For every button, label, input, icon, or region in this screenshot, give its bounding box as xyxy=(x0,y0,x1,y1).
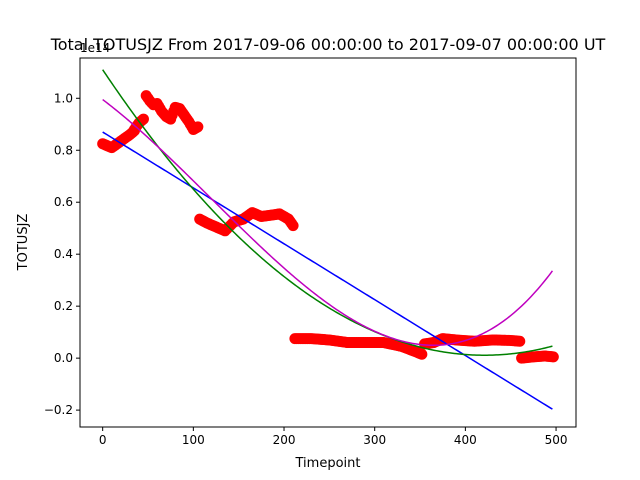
x-axis-label: Timepoint xyxy=(295,456,361,471)
y-tick-label: 0.6 xyxy=(54,195,73,209)
y-tick-label: 0.0 xyxy=(54,351,73,365)
data-point xyxy=(547,351,559,363)
y-axis-label: TOTUSJZ xyxy=(16,214,31,272)
x-tick-label: 400 xyxy=(454,433,477,447)
cubic-fit-line xyxy=(102,98,554,347)
x-tick-label: 300 xyxy=(363,433,386,447)
y-offset-label: 1e14 xyxy=(80,41,110,55)
x-tick-label: 100 xyxy=(182,433,205,447)
x-axis-ticks: 0 100 200 300 400 500 xyxy=(99,427,568,447)
y-tick-label: 0.8 xyxy=(54,143,73,157)
data-point xyxy=(287,220,299,232)
data-point xyxy=(514,335,526,347)
data-point xyxy=(416,348,428,360)
linear-fit-line xyxy=(102,131,553,410)
quadratic-fit-line xyxy=(102,69,553,356)
y-tick-label: 1.0 xyxy=(54,91,73,105)
x-tick-label: 500 xyxy=(545,433,568,447)
fit-lines-layer xyxy=(102,69,554,410)
chart-title: Total TOTUSJZ From 2017-09-06 00:00:00 t… xyxy=(50,35,606,54)
x-tick-label: 200 xyxy=(273,433,296,447)
y-axis-ticks: −0.2 0.0 0.2 0.4 0.6 0.8 1.0 xyxy=(44,91,80,417)
plot-frame xyxy=(79,57,577,428)
y-tick-label: −0.2 xyxy=(44,403,73,417)
x-tick-label: 0 xyxy=(99,433,107,447)
data-point xyxy=(137,113,149,125)
y-tick-label: 0.4 xyxy=(54,247,73,261)
y-tick-label: 0.2 xyxy=(54,299,73,313)
data-point xyxy=(192,121,204,133)
